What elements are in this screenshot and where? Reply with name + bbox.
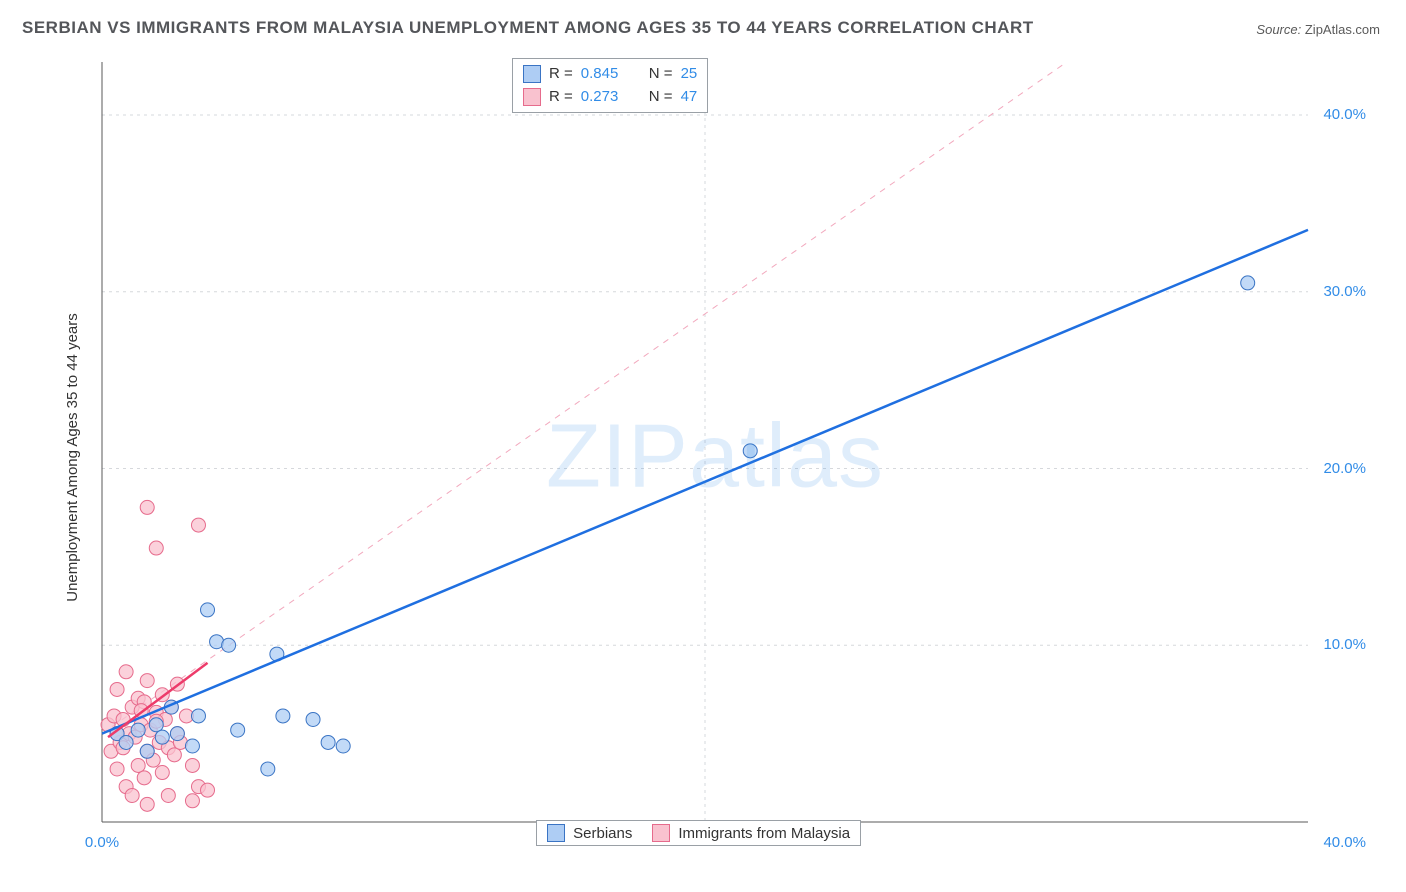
stats-row: R = 0.845 N = 25 bbox=[523, 63, 697, 86]
stat-n-value: 47 bbox=[681, 86, 698, 109]
stat-r-value: 0.845 bbox=[581, 63, 631, 86]
legend-label: Immigrants from Malaysia bbox=[678, 825, 850, 842]
axis-tick-label: 30.0% bbox=[1323, 283, 1366, 300]
source-citation: Source: ZipAtlas.com bbox=[1256, 22, 1380, 37]
chart-title: SERBIAN VS IMMIGRANTS FROM MALAYSIA UNEM… bbox=[22, 18, 1034, 38]
legend-item: Serbians bbox=[547, 824, 632, 842]
axis-tick-label: 10.0% bbox=[1323, 636, 1366, 653]
legend-label: Serbians bbox=[573, 825, 632, 842]
source-value: ZipAtlas.com bbox=[1305, 22, 1380, 37]
scatter-plot-svg bbox=[92, 52, 1378, 862]
stat-n-label: N = bbox=[649, 86, 673, 109]
legend-item: Immigrants from Malaysia bbox=[652, 824, 850, 842]
axis-tick-label: 0.0% bbox=[85, 834, 119, 851]
axis-tick-label: 40.0% bbox=[1323, 834, 1366, 851]
stat-n-label: N = bbox=[649, 63, 673, 86]
stat-n-value: 25 bbox=[681, 63, 698, 86]
correlation-stats-box: R = 0.845 N = 25 R = 0.273 N = 47 bbox=[512, 58, 708, 113]
series-legend: Serbians Immigrants from Malaysia bbox=[536, 820, 861, 846]
legend-swatch bbox=[523, 88, 541, 106]
legend-swatch bbox=[652, 824, 670, 842]
stat-r-label: R = bbox=[549, 86, 573, 109]
y-axis-label: Unemployment Among Ages 35 to 44 years bbox=[64, 313, 81, 602]
axis-tick-label: 40.0% bbox=[1323, 106, 1366, 123]
axis-tick-label: 20.0% bbox=[1323, 460, 1366, 477]
stats-row: R = 0.273 N = 47 bbox=[523, 86, 697, 109]
y-axis-label-wrap: Unemployment Among Ages 35 to 44 years bbox=[52, 52, 92, 862]
stat-r-value: 0.273 bbox=[581, 86, 631, 109]
stat-r-label: R = bbox=[549, 63, 573, 86]
legend-swatch bbox=[523, 65, 541, 83]
source-label: Source: bbox=[1256, 22, 1301, 37]
legend-swatch bbox=[547, 824, 565, 842]
chart-area: Unemployment Among Ages 35 to 44 years Z… bbox=[52, 52, 1378, 862]
